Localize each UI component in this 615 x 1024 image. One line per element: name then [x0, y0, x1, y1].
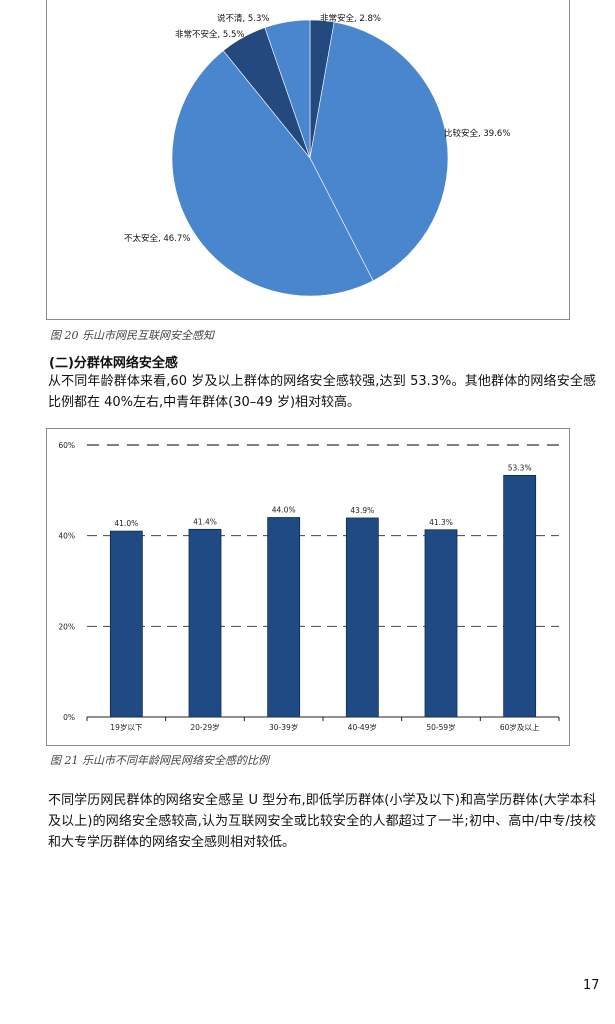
- bar-50-59岁: [424, 529, 458, 718]
- pie-slice-not-very-safe: [171, 50, 374, 297]
- bar-chart: 0% 20% 40% 60% 41.0% 19岁以下 41.4% 20-29岁 44.0% 30-…: [58, 441, 560, 732]
- pie-chart-caption: 图 20 乐山市网民互联网安全感知: [50, 329, 214, 342]
- x-category-label: 19岁以下: [110, 722, 143, 732]
- bar-60岁及以上: [503, 474, 537, 718]
- page-number: 17: [583, 978, 600, 993]
- y-tick-label: 40%: [58, 532, 75, 541]
- bar-20-29岁: [188, 528, 222, 718]
- bar-30-39岁: [267, 517, 301, 718]
- x-category-label: 60岁及以上: [500, 722, 540, 732]
- x-category-label: 40-49岁: [348, 722, 377, 732]
- pie-chart-frame: 非常安全, 2.8% 比较安全, 39.6% 不太安全, 46.7% 非常不安全, 5…: [46, 0, 570, 320]
- pie-label-fairly-safe: 比较安全, 39.6%: [444, 128, 510, 139]
- pie-label-very-unsafe: 非常不安全, 5.5%: [175, 29, 245, 40]
- section-heading: (二)分群体网络安全感: [49, 356, 178, 371]
- paragraph-age-groups: 从不同年龄群体来看,60 岁及以上群体的网络安全感较强,达到 53.3%。其他群…: [48, 374, 596, 410]
- bar-value-label: 43.9%: [350, 506, 374, 515]
- bar-value-label: 53.3%: [508, 463, 532, 472]
- x-category-label: 30-39岁: [269, 722, 298, 732]
- y-tick-label: 60%: [58, 441, 75, 450]
- x-category-label: 20-29岁: [190, 722, 219, 732]
- pie-chart: 非常安全, 2.8% 比较安全, 39.6% 不太安全, 46.7% 非常不安全, 5…: [124, 13, 510, 297]
- x-category-label: 50-59岁: [426, 722, 455, 732]
- pie-slice-fairly-safe: [309, 21, 449, 282]
- bar-value-label: 41.0%: [114, 519, 138, 528]
- y-tick-label: 0%: [63, 713, 75, 722]
- y-tick-label: 20%: [58, 622, 75, 631]
- bar-value-label: 41.3%: [429, 518, 453, 527]
- bar-40-49岁: [345, 517, 379, 718]
- bar-value-label: 44.0%: [272, 506, 296, 515]
- bar-chart-caption: 图 21 乐山市不同年龄网民网络安全感的比例: [50, 754, 269, 767]
- paragraph-education-groups: 不同学历网民群体的网络安全感呈 U 型分布,即低学历群体(小学及以下)和高学历群…: [48, 793, 596, 850]
- bar-chart-frame: 0% 20% 40% 60% 41.0% 19岁以下 41.4% 20-29岁 44.0% 30-…: [46, 428, 570, 746]
- bar-19岁以下: [109, 530, 143, 718]
- pie-slice-unclear: [264, 19, 311, 159]
- bar-value-label: 41.4%: [193, 517, 217, 526]
- pie-label-very-safe: 非常安全, 2.8%: [320, 13, 381, 24]
- pie-label-unclear: 说不清, 5.3%: [217, 13, 270, 24]
- pie-label-not-very-safe: 不太安全, 46.7%: [124, 233, 190, 244]
